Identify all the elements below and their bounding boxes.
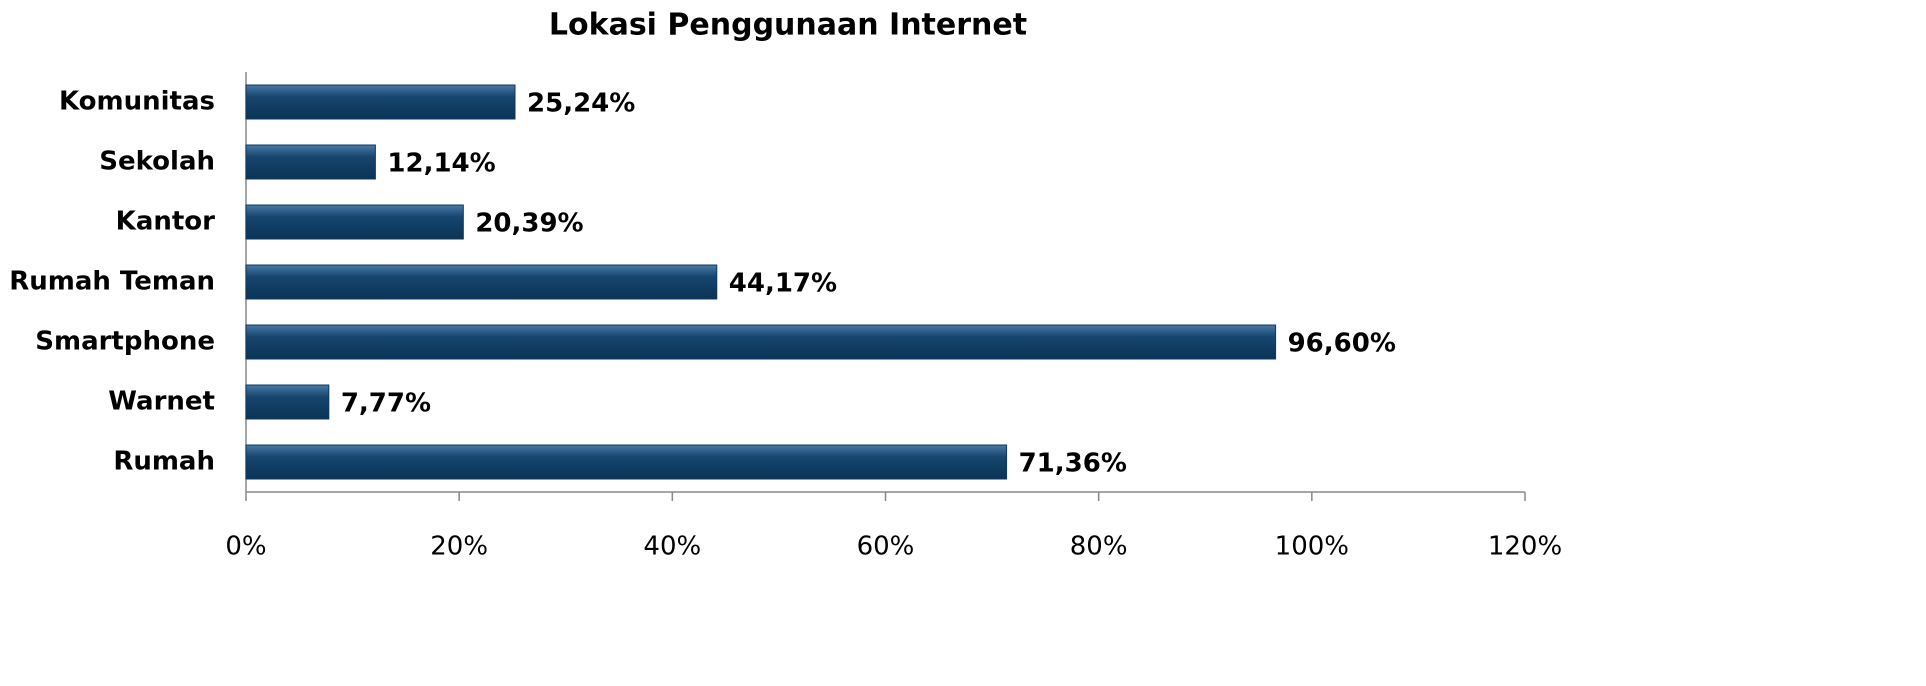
- chart-title: Lokasi Penggunaan Internet: [549, 8, 1027, 43]
- x-tick-label: 100%: [1275, 532, 1349, 562]
- y-tick-label: Kantor: [116, 207, 215, 237]
- x-tick-label: 0%: [225, 532, 266, 562]
- bar: [245, 204, 464, 240]
- y-tick-label: Rumah: [113, 447, 215, 477]
- x-tick-label: 120%: [1488, 532, 1562, 562]
- data-label: 96,60%: [1288, 329, 1396, 359]
- data-label: 44,17%: [729, 269, 837, 299]
- y-tick-label: Rumah Teman: [9, 267, 215, 297]
- data-label: 12,14%: [387, 149, 495, 179]
- y-tick-label: Sekolah: [99, 147, 215, 177]
- x-tick-label: 80%: [1070, 532, 1128, 562]
- bar: [245, 384, 330, 420]
- data-label: 71,36%: [1019, 449, 1127, 479]
- bar: [245, 444, 1008, 480]
- y-tick-label: Komunitas: [59, 87, 215, 117]
- y-tick-label: Warnet: [108, 387, 215, 417]
- data-label: 20,39%: [475, 209, 583, 239]
- data-label: 25,24%: [527, 89, 635, 119]
- bar: [245, 84, 516, 120]
- y-tick-label: Smartphone: [35, 327, 215, 357]
- bar: [245, 264, 718, 300]
- x-tick-label: 40%: [643, 532, 701, 562]
- data-label: 7,77%: [341, 389, 431, 419]
- x-tick-label: 60%: [857, 532, 915, 562]
- x-tick-label: 20%: [430, 532, 488, 562]
- bar: [245, 324, 1277, 360]
- bar: [245, 144, 376, 180]
